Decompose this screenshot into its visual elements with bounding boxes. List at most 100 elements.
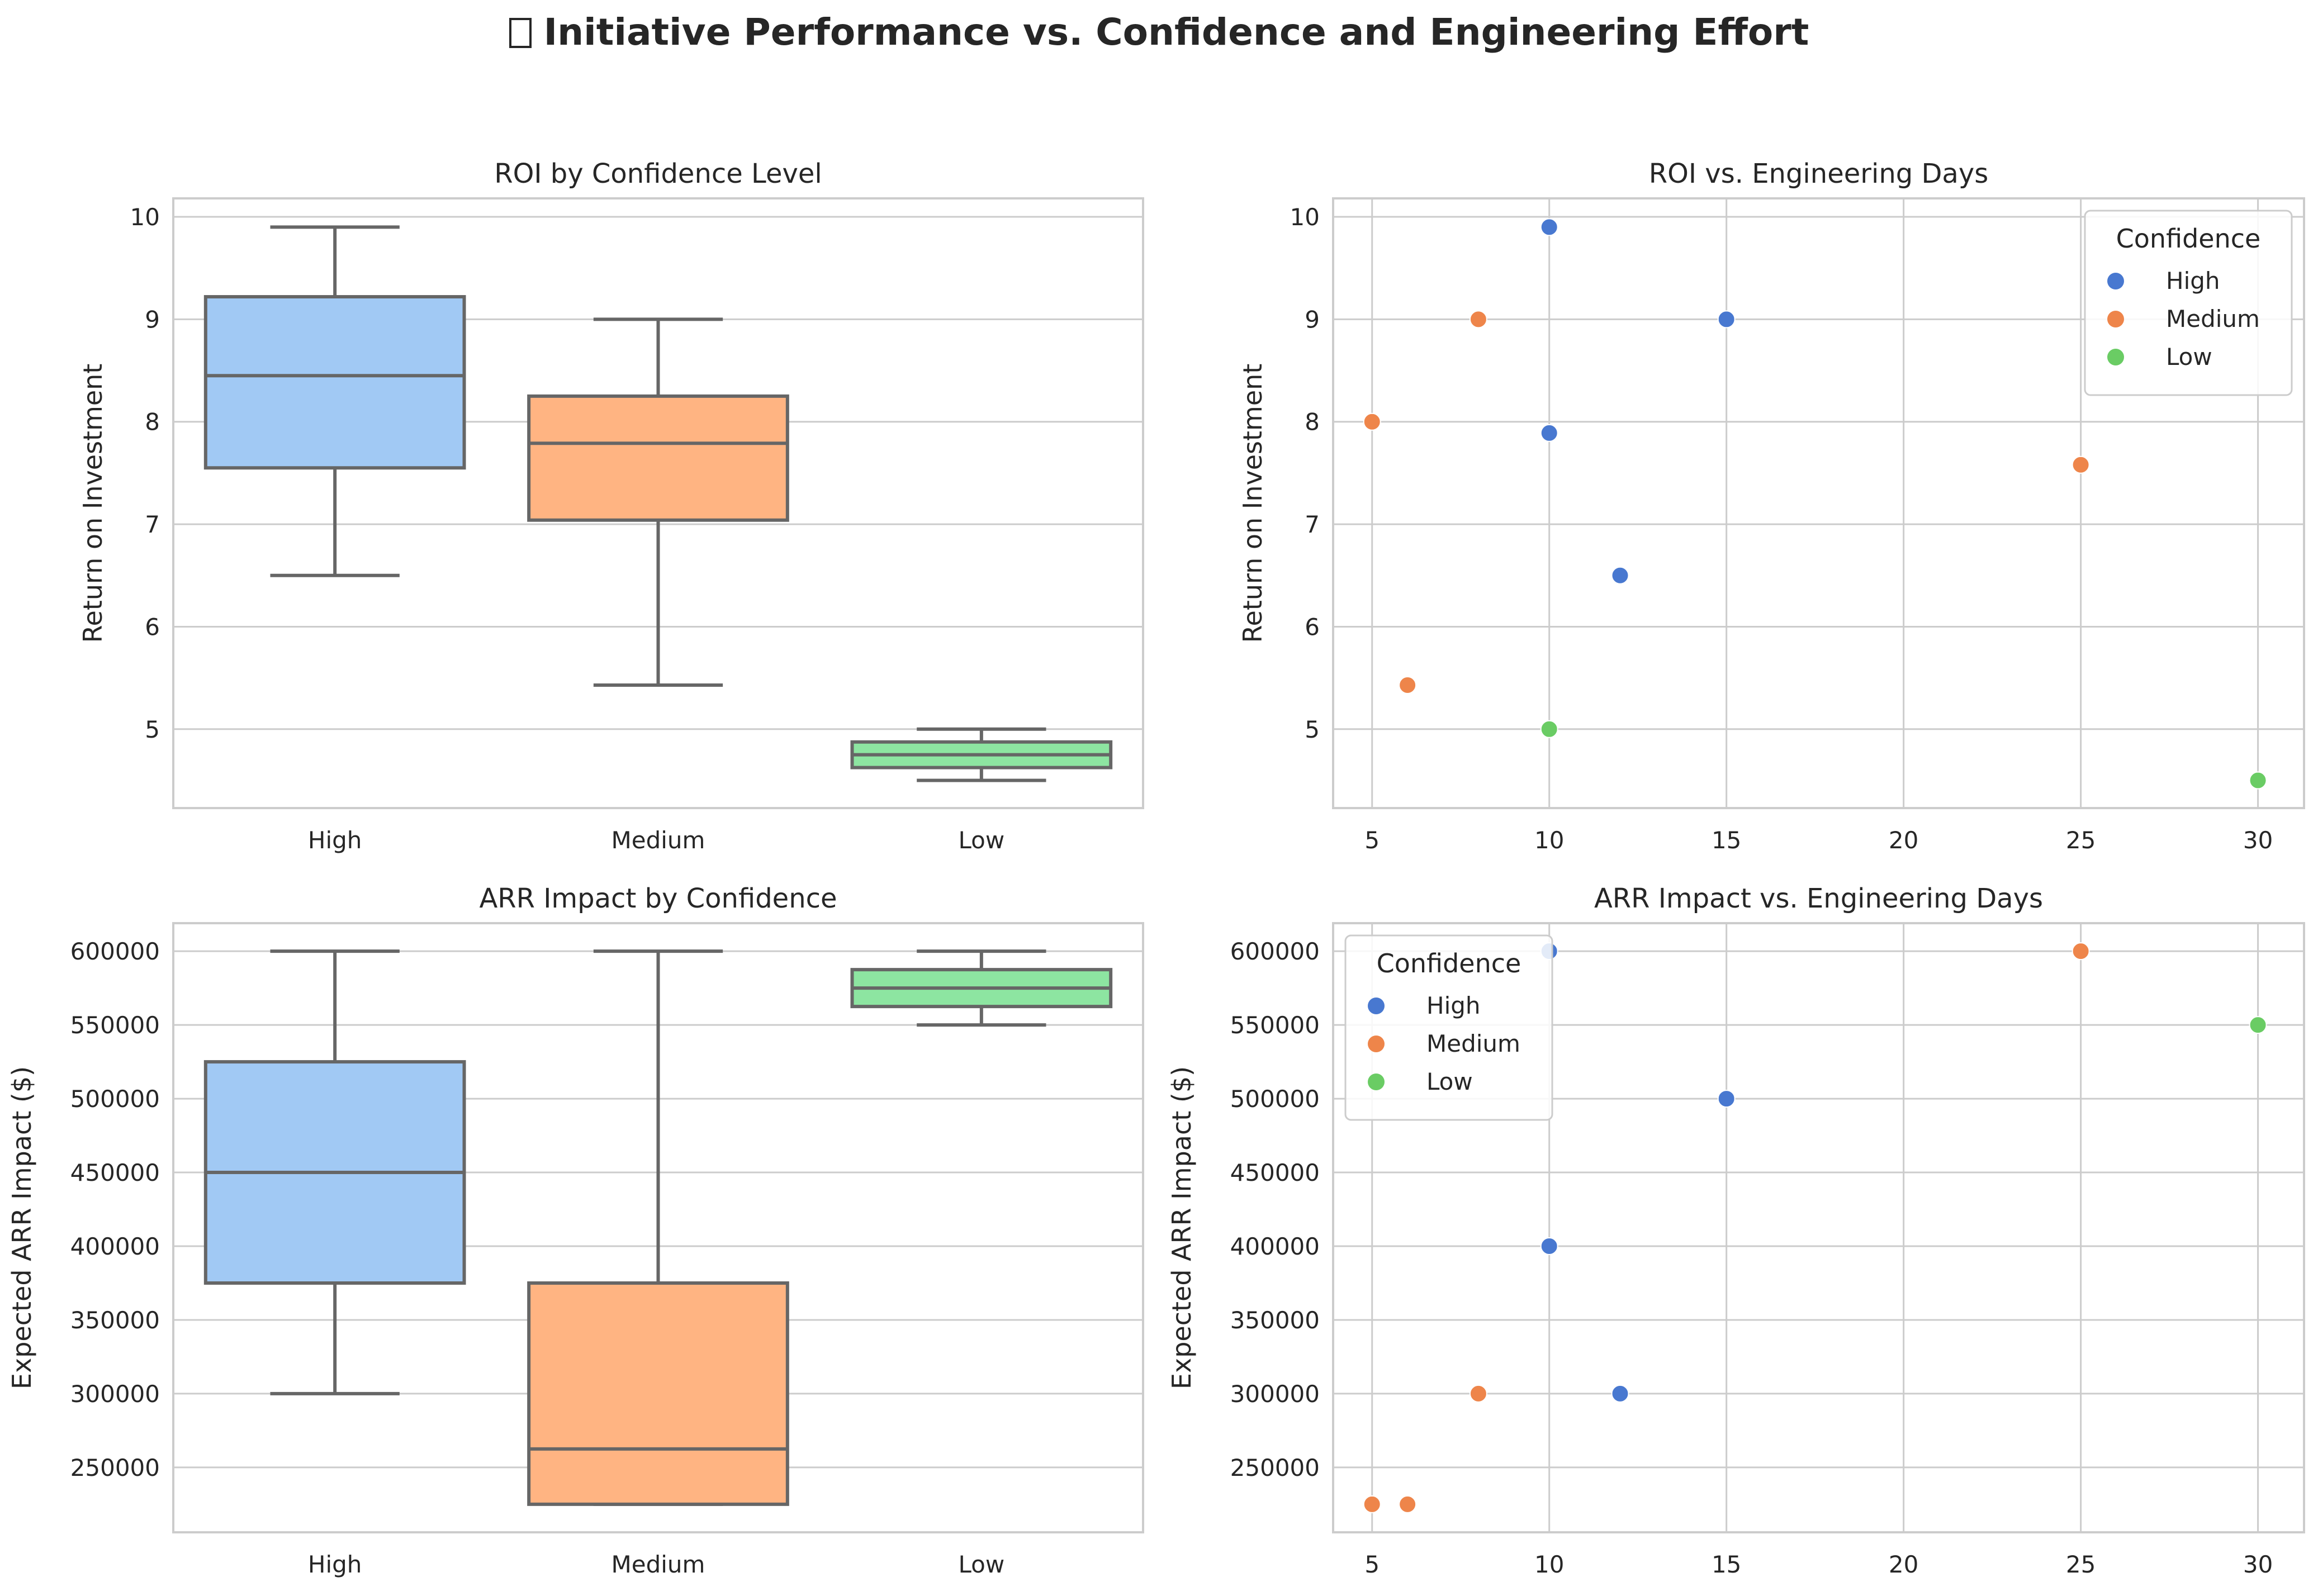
legend-marker — [2107, 311, 2124, 327]
data-point — [1717, 310, 1736, 329]
y-tick-label: 250000 — [70, 1454, 160, 1481]
data-point — [1399, 1495, 1417, 1513]
y-tick-label: 450000 — [70, 1159, 160, 1186]
chart-panel-2: 5 6 7 8 9 10 5 10 15 20 25 30 ROI vs. Engineering Da… — [1238, 158, 2305, 854]
y-tick-label: 5 — [1305, 716, 1320, 743]
box-body — [527, 394, 789, 522]
legend-marker — [2107, 349, 2124, 365]
axes-frame — [1332, 197, 2305, 809]
legend: Confidence High Medium Low — [2084, 210, 2293, 396]
y-tick-label: 6 — [145, 613, 160, 640]
data-point — [1611, 1384, 1629, 1403]
box-high — [203, 225, 466, 577]
legend-label: Medium — [2166, 305, 2260, 332]
data-point — [2071, 942, 2090, 961]
data-point — [1540, 1237, 1558, 1255]
data-point — [2249, 1016, 2267, 1034]
box-medium — [527, 949, 789, 1506]
plot-area — [1363, 218, 2267, 790]
x-tick-label: Medium — [612, 1551, 705, 1578]
y-tick-label: 8 — [1305, 408, 1320, 436]
y-tick-label: 9 — [145, 306, 160, 333]
box-high — [203, 949, 466, 1395]
x-tick-label: Low — [958, 1551, 1004, 1578]
x-tick-label: High — [308, 826, 362, 854]
box-body — [203, 295, 466, 470]
y-tick-label: 600000 — [1230, 938, 1320, 965]
legend-label: Medium — [1426, 1030, 1520, 1057]
x-tick-label: 20 — [1889, 826, 1918, 854]
chart-panel-1: 5 6 7 8 9 10 High Medium Low ROI by Confidence Le… — [78, 158, 1144, 854]
chart-panel-3: 250000 300000 350000 400000 450000 500000 5500… — [7, 883, 1144, 1578]
y-tick-label: 6 — [1305, 613, 1320, 640]
y-tick-label: 400000 — [1230, 1233, 1320, 1260]
x-tick-label: 25 — [2066, 826, 2096, 854]
x-tick-label: 20 — [1889, 1551, 1918, 1578]
axes-frame — [1332, 922, 2305, 1533]
y-tick-label: 600000 — [70, 938, 160, 965]
y-tick-label: 400000 — [70, 1233, 160, 1260]
x-tick-label: 5 — [1364, 1551, 1380, 1578]
data-point — [1399, 676, 1417, 694]
plot-area — [203, 949, 1113, 1506]
x-tick-label: 15 — [1712, 1551, 1741, 1578]
y-axis-label: Return on Investment — [1238, 364, 1268, 643]
y-axis-label: Return on Investment — [78, 364, 108, 643]
data-point — [1540, 218, 1558, 236]
y-tick-label: 7 — [145, 511, 160, 538]
data-point — [1363, 412, 1381, 431]
series-medium — [1363, 310, 2090, 694]
axes-frame — [172, 197, 1144, 809]
series-medium — [1363, 942, 2090, 1513]
panel-title: ROI by Confidence Level — [494, 158, 822, 189]
panel-title: ROI vs. Engineering Days — [1649, 158, 1989, 189]
axes-frame — [172, 922, 1144, 1533]
legend-title: Confidence — [2116, 224, 2261, 254]
y-tick-label: 550000 — [1230, 1011, 1320, 1039]
legend-box — [1344, 934, 1553, 1121]
x-tick-label: 10 — [1534, 1551, 1564, 1578]
y-tick-label: 10 — [130, 203, 160, 231]
legend-label: Low — [1426, 1068, 1473, 1095]
box-medium — [527, 317, 789, 687]
x-tick-label: 30 — [2243, 826, 2273, 854]
y-tick-label: 300000 — [1230, 1380, 1320, 1408]
series-high — [1540, 218, 1736, 585]
plot-area — [203, 225, 1113, 782]
data-point — [1611, 566, 1629, 585]
panel-title: ARR Impact vs. Engineering Days — [1594, 883, 2043, 914]
y-axis-label: Expected ARR Impact ($) — [7, 1066, 37, 1389]
box-low — [850, 949, 1113, 1027]
x-tick-label: Medium — [612, 826, 705, 854]
y-tick-label: 9 — [1305, 306, 1320, 333]
box-low — [850, 727, 1113, 782]
y-tick-label: 500000 — [70, 1085, 160, 1113]
x-tick-label: 25 — [2066, 1551, 2096, 1578]
chart-panel-4: 250000 300000 350000 400000 450000 500000 5500… — [1167, 883, 2305, 1578]
panel-title: ARR Impact by Confidence — [479, 883, 837, 914]
legend-box — [2084, 210, 2293, 396]
data-point — [1363, 1495, 1381, 1513]
legend-title: Confidence — [1377, 948, 1521, 978]
figure-title-text: Initiative Performance vs. Confidence an… — [543, 11, 1809, 54]
data-point — [1540, 424, 1558, 442]
data-point — [1540, 720, 1558, 738]
box-body — [527, 1281, 789, 1506]
y-tick-label: 8 — [145, 408, 160, 436]
data-point — [2249, 771, 2267, 790]
data-point — [2071, 455, 2090, 474]
legend-marker — [1368, 998, 1385, 1014]
x-tick-label: 30 — [2243, 1551, 2273, 1578]
legend-label: High — [2166, 267, 2220, 294]
y-axis-label: Expected ARR Impact ($) — [1167, 1066, 1197, 1389]
data-point — [1717, 1090, 1736, 1108]
legend: Confidence High Medium Low — [1344, 934, 1553, 1121]
y-tick-label: 550000 — [70, 1011, 160, 1039]
legend-marker — [1368, 1074, 1385, 1090]
chart-emoji-icon — [509, 18, 532, 48]
x-tick-label: High — [308, 1551, 362, 1578]
x-tick-label: Low — [958, 826, 1004, 854]
y-tick-label: 250000 — [1230, 1454, 1320, 1481]
